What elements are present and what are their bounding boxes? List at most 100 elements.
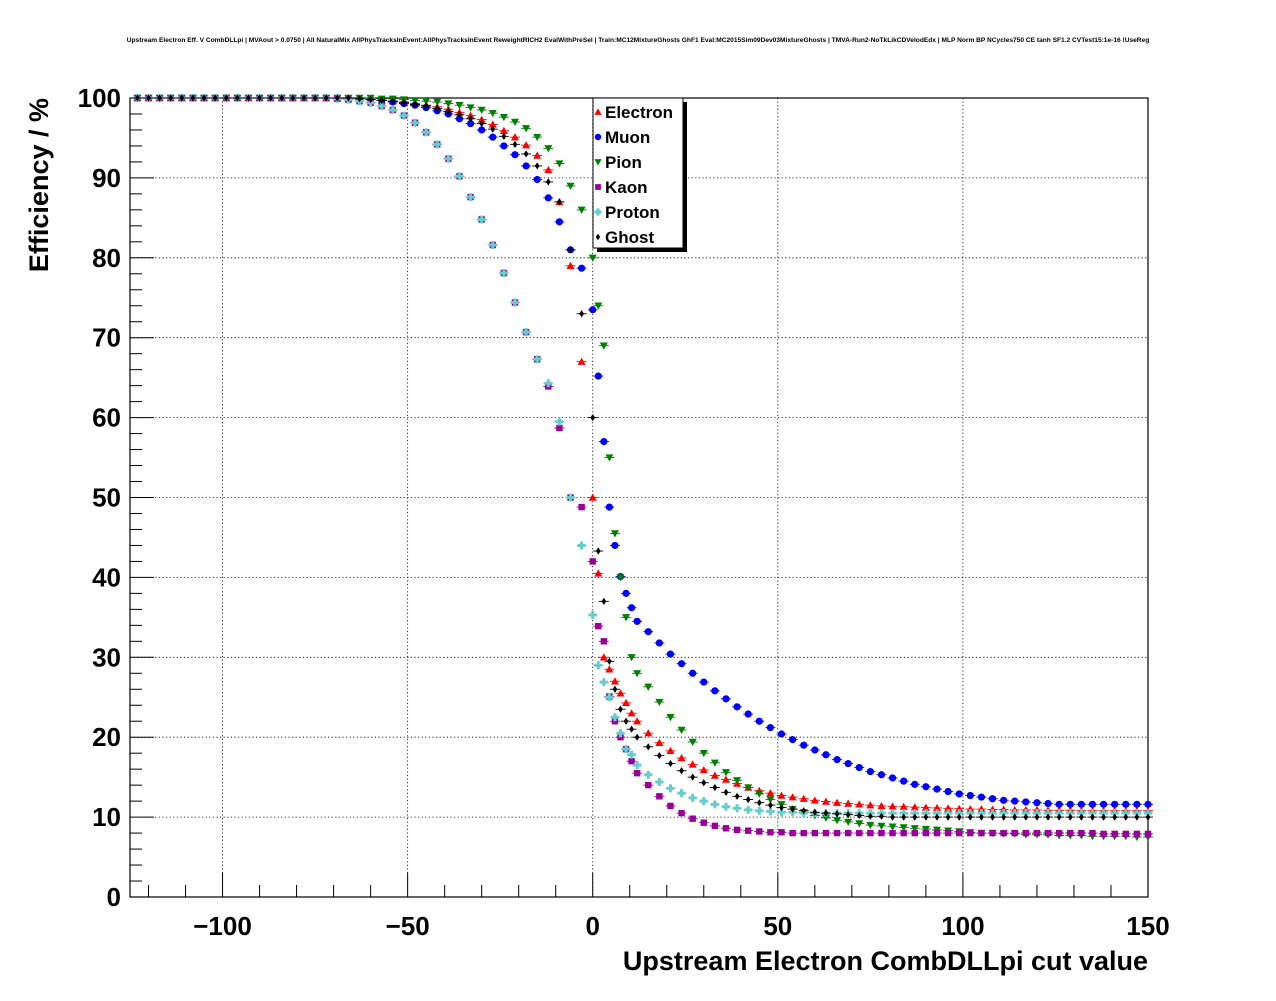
data-point [468, 115, 473, 123]
data-point [990, 813, 995, 821]
data-point [656, 751, 662, 760]
data-point [721, 802, 730, 811]
data-point [645, 743, 651, 751]
data-point [899, 802, 908, 810]
data-point [822, 751, 830, 759]
data-point [944, 787, 952, 796]
data-point [605, 693, 614, 702]
data-point [1001, 813, 1007, 821]
data-point [667, 802, 674, 810]
data-point [566, 493, 575, 502]
data-point [627, 604, 636, 612]
data-point [412, 100, 418, 108]
data-point [812, 808, 818, 816]
data-point [1122, 800, 1130, 808]
data-point [1144, 809, 1152, 818]
data-point [999, 809, 1008, 818]
legend-item-ghost: Ghost [595, 228, 654, 247]
data-point [411, 118, 420, 127]
data-point [1055, 800, 1063, 808]
data-point [844, 799, 853, 807]
data-point [1067, 813, 1073, 821]
data-point [790, 805, 796, 813]
data-point [346, 94, 351, 102]
data-point [688, 793, 697, 802]
data-point [616, 574, 625, 582]
data-point [588, 493, 597, 501]
data-point [488, 120, 497, 128]
data-point [700, 819, 707, 826]
data-point [1066, 809, 1075, 818]
data-point [594, 661, 603, 670]
data-point [605, 503, 613, 511]
data-point [711, 687, 719, 695]
legend-item-electron: Electron [594, 103, 673, 122]
data-point [699, 765, 708, 774]
data-point [1044, 799, 1052, 808]
data-point [1088, 809, 1097, 818]
data-point [688, 738, 697, 746]
data-point [900, 829, 907, 837]
grid-lines [130, 98, 1148, 897]
data-point [822, 829, 830, 837]
data-point [766, 807, 775, 816]
data-point [466, 193, 475, 202]
data-point [533, 133, 542, 142]
data-point [605, 665, 614, 673]
data-point [955, 804, 964, 812]
data-point [800, 829, 807, 837]
data-point [888, 774, 897, 782]
data-point [701, 779, 707, 787]
data-point [566, 261, 575, 269]
legend-marker [595, 184, 601, 190]
data-point [377, 101, 386, 110]
data-point [910, 803, 919, 811]
data-point [777, 808, 786, 817]
x-tick-label: −50 [386, 911, 430, 941]
data-point [733, 703, 741, 711]
data-point [633, 761, 642, 770]
data-point [1099, 800, 1108, 808]
data-point [1099, 809, 1108, 818]
data-point [711, 822, 719, 830]
data-point [979, 813, 984, 821]
data-point [955, 809, 964, 818]
data-point [500, 142, 508, 150]
data-point [1011, 829, 1018, 837]
data-point [611, 541, 619, 550]
data-point [522, 328, 531, 337]
data-point [423, 102, 429, 110]
data-point [627, 654, 636, 662]
data-point [622, 614, 631, 622]
data-point [688, 760, 697, 768]
data-point [789, 735, 797, 744]
data-point [1133, 830, 1141, 838]
data-point [1111, 800, 1119, 808]
data-point [967, 813, 973, 821]
y-axis-label: Efficiency / % [24, 98, 54, 272]
data-point [368, 95, 374, 104]
data-point [922, 829, 930, 837]
data-point [388, 105, 397, 114]
data-point [988, 809, 997, 818]
data-point [610, 677, 619, 685]
data-point [588, 610, 597, 619]
data-point [733, 826, 741, 834]
data-point [989, 829, 996, 837]
data-point [666, 784, 675, 793]
data-point [201, 94, 207, 102]
data-point [712, 783, 718, 792]
data-point [601, 597, 607, 605]
data-point [834, 810, 840, 818]
data-point [599, 678, 608, 687]
data-point [877, 771, 886, 779]
data-point [666, 714, 675, 722]
data-point [466, 119, 475, 128]
data-point [622, 745, 631, 754]
data-point [1089, 829, 1096, 837]
data-point [1123, 813, 1129, 821]
data-point [1144, 800, 1152, 808]
data-point [566, 182, 575, 190]
data-point [721, 769, 730, 777]
data-point [478, 126, 486, 134]
